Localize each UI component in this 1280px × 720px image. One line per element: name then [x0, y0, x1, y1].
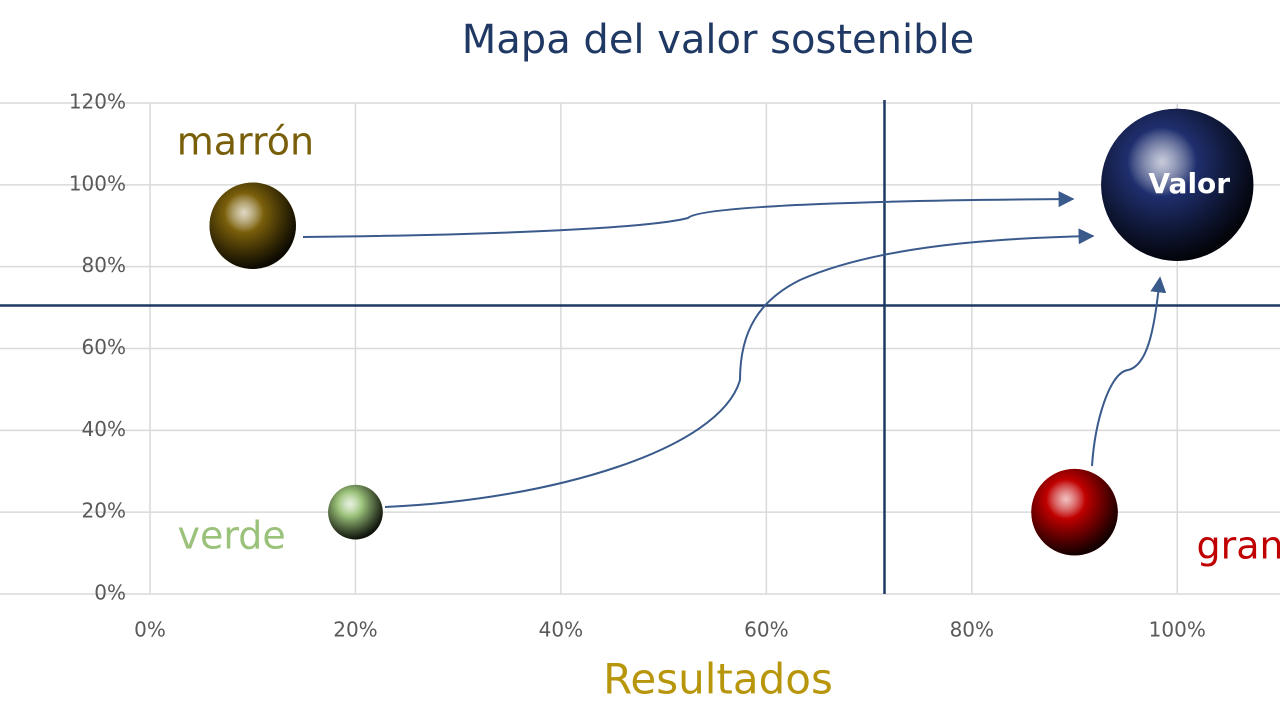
bubble-shade — [209, 182, 296, 269]
y-tick-label: 40% — [82, 417, 126, 441]
arrow — [1091, 276, 1167, 467]
y-tick-label: 80% — [82, 253, 126, 277]
x-tick-label: 60% — [744, 618, 788, 642]
x-tick-label: 100% — [1149, 618, 1206, 642]
bubble-label: gran — [1197, 524, 1280, 568]
y-tick-label: 120% — [69, 90, 126, 114]
bubble-label: marrón — [177, 119, 314, 163]
bubble-shade — [328, 484, 383, 540]
bubble-shade — [1101, 108, 1254, 261]
arrow — [302, 191, 1075, 238]
arrow — [384, 228, 1095, 508]
bubble-shade — [1031, 468, 1118, 556]
y-tick-label: 60% — [82, 335, 126, 359]
x-tick-label: 80% — [950, 618, 994, 642]
x-axis-title: Resultados — [603, 655, 833, 704]
x-tick-label: 40% — [539, 618, 583, 642]
y-tick-label: 0% — [94, 581, 126, 605]
chart-title: Mapa del valor sostenible — [462, 17, 974, 63]
x-tick-label: 0% — [134, 618, 166, 642]
y-tick-label: 20% — [82, 499, 126, 523]
bubble-label: verde — [177, 514, 285, 558]
x-tick-label: 20% — [333, 618, 377, 642]
bubble-label: Valor — [1148, 167, 1230, 200]
arrows — [302, 191, 1167, 508]
y-tick-label: 100% — [69, 171, 126, 195]
